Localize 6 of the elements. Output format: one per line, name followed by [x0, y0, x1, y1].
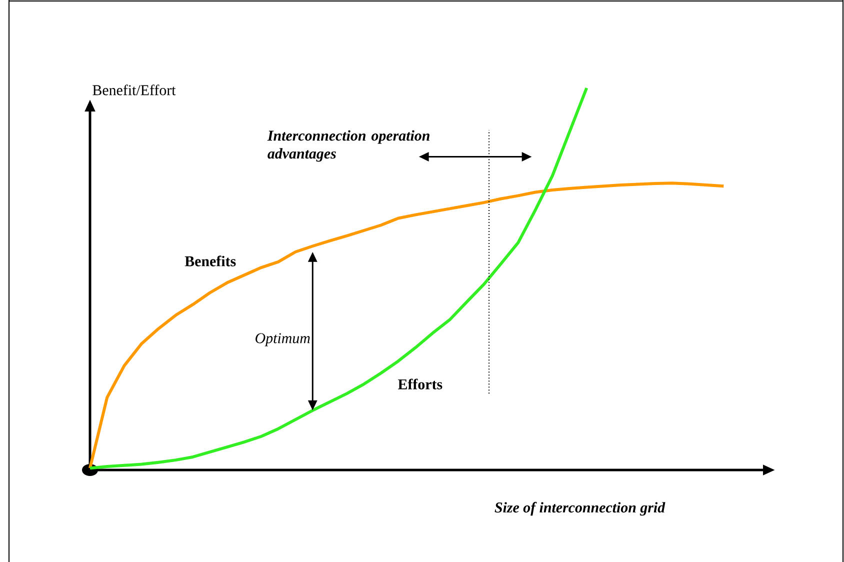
annotation: Optimum [256, 333, 310, 346]
annotation: Interconnection operation advantages [267, 130, 430, 162]
series-label: Efforts [398, 378, 442, 390]
series-label: Benefits [184, 256, 236, 266]
x-axis-title: Size of interconnection grid [494, 502, 666, 516]
y-axis-title: Benefit/Effort [92, 84, 176, 96]
